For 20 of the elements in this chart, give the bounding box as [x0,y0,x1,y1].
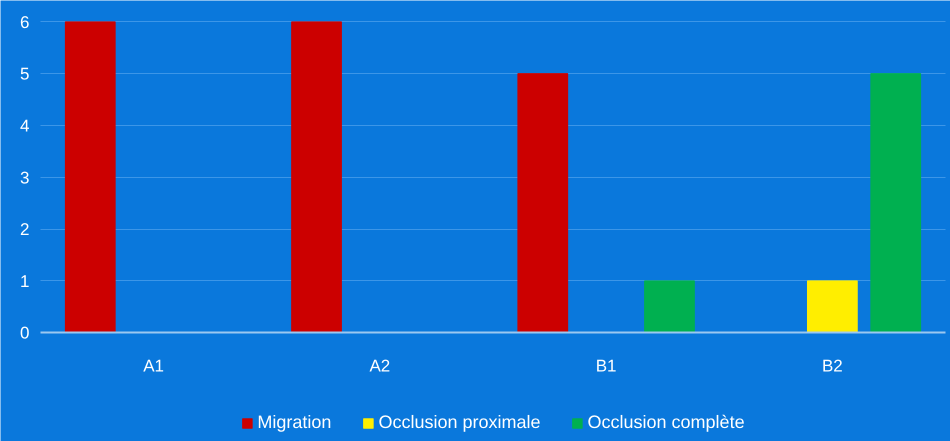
y-tick-label: 1 [20,272,30,291]
x-tick-label: B2 [822,356,843,376]
bar [870,73,922,334]
x-tick-label: A1 [143,356,164,376]
legend-label: Occlusion complète [588,412,745,433]
bar [517,73,568,334]
legend-label: Occlusion proximale [378,412,541,433]
y-tick-label: 2 [20,220,30,240]
y-tick-label: 5 [20,64,30,84]
x-tick-label: A2 [369,356,390,376]
legend-label: Migration [257,412,332,433]
x-tick-label: B1 [596,356,617,376]
bar [291,21,342,334]
bar [64,21,116,334]
y-tick-label: 0 [20,324,30,343]
y-tick-label: 4 [20,116,30,136]
y-tick-label: 6 [20,12,30,32]
bar [644,280,695,334]
y-tick-label: 3 [20,168,30,188]
bar [806,280,858,334]
